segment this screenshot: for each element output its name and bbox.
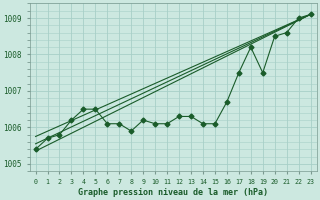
X-axis label: Graphe pression niveau de la mer (hPa): Graphe pression niveau de la mer (hPa) xyxy=(78,188,268,197)
